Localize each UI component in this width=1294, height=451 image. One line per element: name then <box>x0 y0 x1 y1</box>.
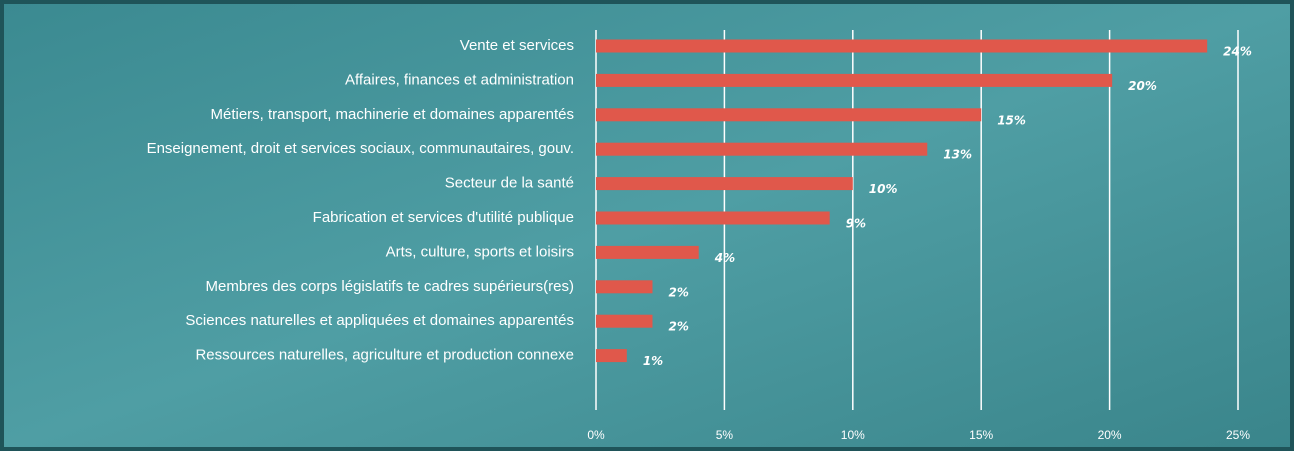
category-label: Ressources naturelles, agriculture et pr… <box>195 347 574 364</box>
value-label: 2% <box>668 285 688 299</box>
plot: 0% 5% 10% 15% 20% 25% Vente et services 24% Affa… <box>147 30 1252 442</box>
value-label: 9% <box>846 217 866 231</box>
value-label: 2% <box>668 320 688 334</box>
bar <box>596 314 653 328</box>
value-label: 15% <box>997 113 1026 127</box>
value-label: 10% <box>869 182 898 196</box>
x-tick-label: 25% <box>1226 428 1250 442</box>
bar <box>596 177 853 191</box>
category-label: Secteur de la santé <box>445 175 574 192</box>
bar <box>596 39 1208 53</box>
value-label: 24% <box>1223 45 1252 59</box>
category-label: Affaires, finances et administration <box>345 71 574 88</box>
bar <box>596 211 830 225</box>
category-label: Membres des corps législatifs te cadres … <box>206 278 574 295</box>
x-tick-label: 0% <box>587 428 605 442</box>
x-tick-label: 5% <box>716 428 734 442</box>
value-label: 1% <box>643 354 663 368</box>
value-label: 4% <box>714 251 735 265</box>
category-label: Vente et services <box>460 37 574 54</box>
x-tick-label: 20% <box>1098 428 1122 442</box>
value-label: 13% <box>943 148 972 162</box>
category-label: Sciences naturelles et appliquées et dom… <box>185 312 574 329</box>
bar <box>596 245 699 259</box>
category-label: Métiers, transport, machinerie et domain… <box>210 106 574 123</box>
value-label: 20% <box>1128 79 1157 93</box>
bar <box>596 108 982 122</box>
bar <box>596 349 627 363</box>
category-label: Arts, culture, sports et loisirs <box>386 243 574 260</box>
bar <box>596 142 928 156</box>
x-tick-label: 15% <box>969 428 993 442</box>
bar <box>596 73 1113 87</box>
category-label: Fabrication et services d'utilité publiq… <box>313 209 574 226</box>
x-tick-label: 10% <box>841 428 865 442</box>
background <box>4 4 1290 447</box>
category-label: Enseignement, droit et services sociaux,… <box>147 140 574 157</box>
bar <box>596 280 653 294</box>
